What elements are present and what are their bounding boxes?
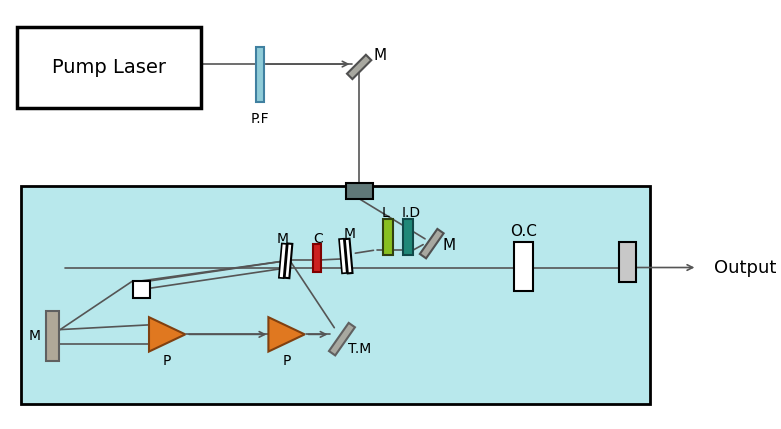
Polygon shape <box>344 239 352 273</box>
Text: M: M <box>276 232 289 246</box>
Polygon shape <box>347 55 371 79</box>
Text: P.F: P.F <box>251 112 269 127</box>
Polygon shape <box>313 244 321 272</box>
Text: M: M <box>344 227 355 241</box>
Bar <box>133 281 150 298</box>
Polygon shape <box>329 323 355 355</box>
Text: I.D: I.D <box>401 206 420 220</box>
Polygon shape <box>284 244 292 278</box>
Text: C: C <box>313 232 323 246</box>
Bar <box>17 27 201 108</box>
Text: P: P <box>163 354 171 368</box>
Polygon shape <box>149 317 185 352</box>
Polygon shape <box>256 47 264 102</box>
Bar <box>346 184 373 199</box>
Polygon shape <box>420 229 444 258</box>
Polygon shape <box>339 239 347 273</box>
Text: L: L <box>382 206 390 220</box>
Polygon shape <box>269 317 305 352</box>
Bar <box>619 242 637 282</box>
Text: Output: Output <box>715 259 777 277</box>
Text: O.C: O.C <box>510 224 537 239</box>
Text: Pump Laser: Pump Laser <box>52 58 166 77</box>
Polygon shape <box>403 219 412 255</box>
Bar <box>514 242 533 291</box>
Bar <box>21 186 650 404</box>
Polygon shape <box>383 219 393 255</box>
Text: M: M <box>28 329 41 343</box>
Text: P: P <box>283 354 291 368</box>
Text: M: M <box>373 48 387 63</box>
Text: M: M <box>442 238 455 253</box>
Polygon shape <box>46 311 59 361</box>
Polygon shape <box>279 244 287 278</box>
Text: T.M: T.M <box>348 342 371 356</box>
